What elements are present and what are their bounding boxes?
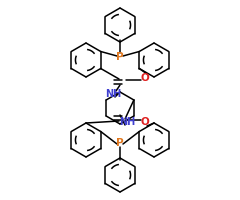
Text: O: O — [141, 117, 149, 127]
Text: O: O — [141, 73, 149, 83]
Text: NH: NH — [105, 89, 121, 99]
Text: NH: NH — [119, 117, 135, 127]
Text: P: P — [116, 138, 124, 148]
Text: P: P — [116, 52, 124, 62]
